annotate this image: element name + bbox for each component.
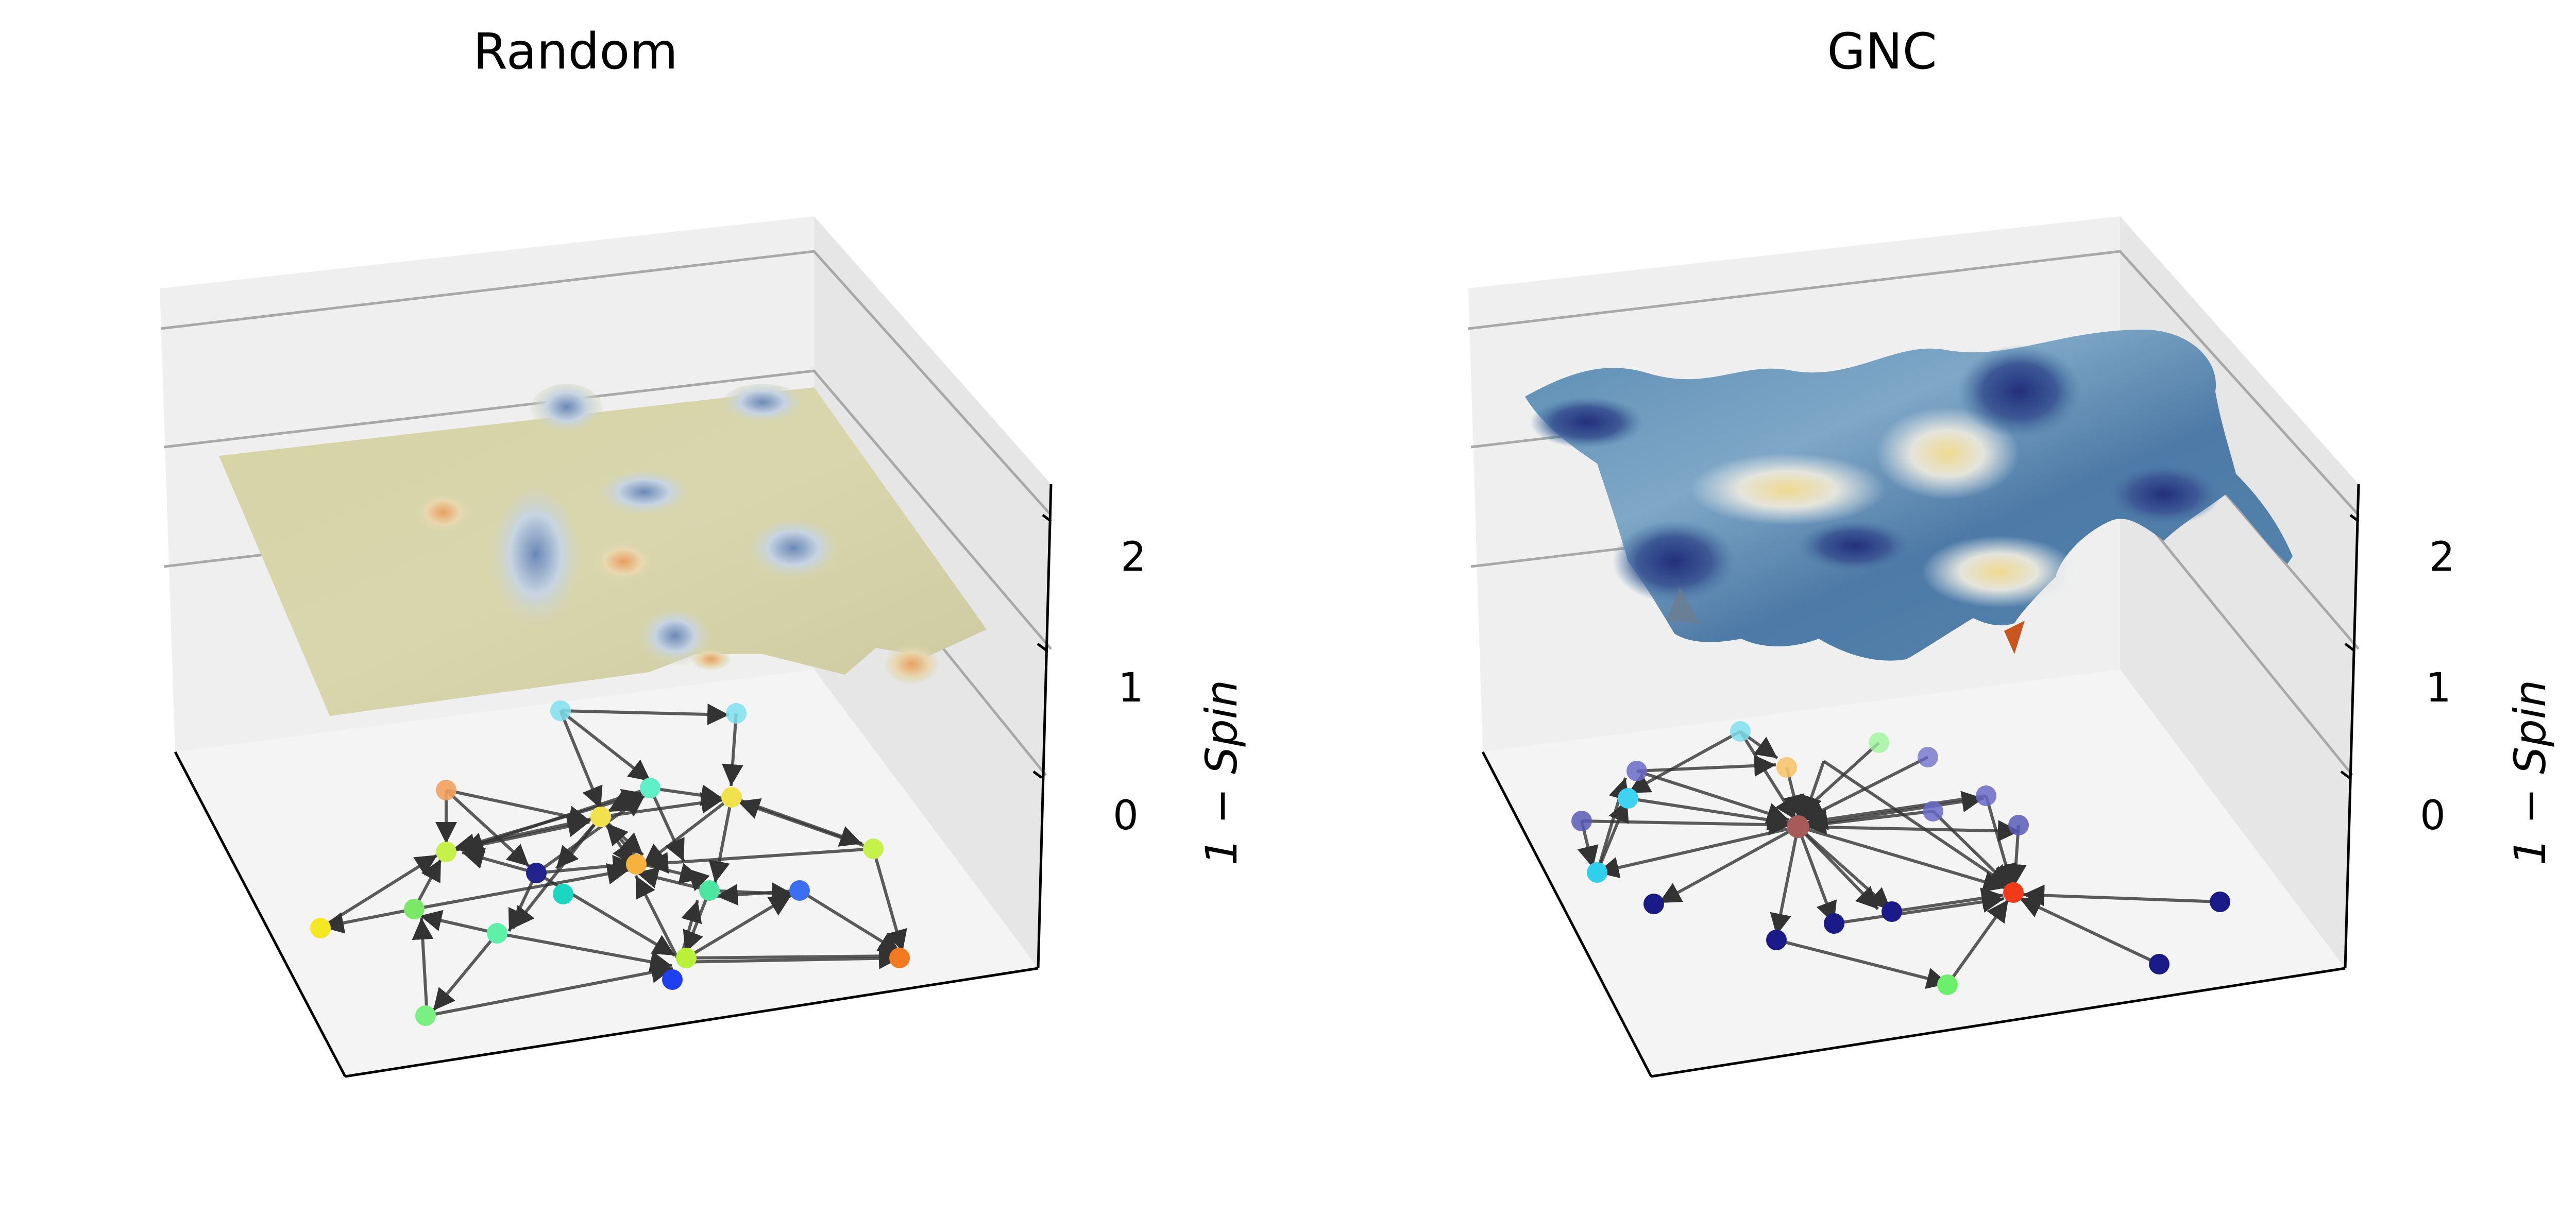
z-tick-1: 1 <box>2426 665 2451 711</box>
node <box>1824 913 1844 934</box>
node <box>721 787 742 808</box>
network-edges <box>321 703 907 1017</box>
node <box>676 948 697 968</box>
node <box>1937 974 1958 995</box>
node <box>436 842 456 862</box>
node <box>1730 721 1751 742</box>
node <box>699 880 720 901</box>
network-edges <box>1577 730 2221 989</box>
node <box>1918 747 1938 767</box>
floor-axes <box>174 751 1039 1078</box>
node <box>1766 930 1787 950</box>
node <box>863 838 884 859</box>
node <box>1618 788 1638 809</box>
node <box>436 780 456 800</box>
network-nodes <box>1571 721 2230 995</box>
z-axis-label: 1 − Spin <box>1196 680 1247 865</box>
node <box>2149 954 2170 974</box>
node <box>789 880 810 901</box>
node <box>640 778 660 798</box>
node <box>590 807 611 827</box>
node <box>662 969 683 990</box>
node <box>2210 892 2230 912</box>
z-tick-0: 0 <box>1113 793 1139 839</box>
node <box>1587 862 1607 883</box>
node <box>1571 811 1592 831</box>
chart-title: Random <box>473 23 677 80</box>
node <box>1776 757 1797 778</box>
node <box>626 854 647 875</box>
surface <box>219 384 987 716</box>
node <box>2008 815 2029 835</box>
panel-gnc: GNC 2 1 0 1 − Spin <box>1468 23 2555 1078</box>
floor-pane <box>1483 670 2345 1076</box>
node <box>415 1005 436 1026</box>
node <box>310 918 331 938</box>
node <box>1976 785 1996 806</box>
z-axis <box>1032 484 1053 969</box>
node <box>889 948 910 968</box>
z-tick-0: 0 <box>2420 793 2446 839</box>
z-axis <box>2340 484 2360 969</box>
floor-axes <box>1481 751 2346 1078</box>
node <box>1643 894 1664 914</box>
node <box>2003 882 2024 903</box>
z-tick-2: 2 <box>2429 534 2455 580</box>
node <box>1869 732 1889 753</box>
z-tick-2: 2 <box>1121 534 1146 580</box>
node <box>526 863 547 883</box>
surface <box>1525 330 2293 661</box>
node <box>404 899 425 919</box>
panel-random: Random 2 1 0 1 − Spin <box>160 23 1247 1078</box>
node <box>550 700 571 721</box>
node <box>1787 815 1809 838</box>
node <box>1923 801 1943 822</box>
z-axis-label: 1 − Spin <box>2505 680 2555 865</box>
z-tick-1: 1 <box>1118 665 1144 711</box>
node <box>487 923 507 944</box>
node <box>1626 761 1647 781</box>
chart-title: GNC <box>1827 23 1937 80</box>
node <box>553 884 573 904</box>
network-nodes <box>310 700 910 1026</box>
node <box>1882 901 1902 922</box>
node <box>726 703 747 724</box>
